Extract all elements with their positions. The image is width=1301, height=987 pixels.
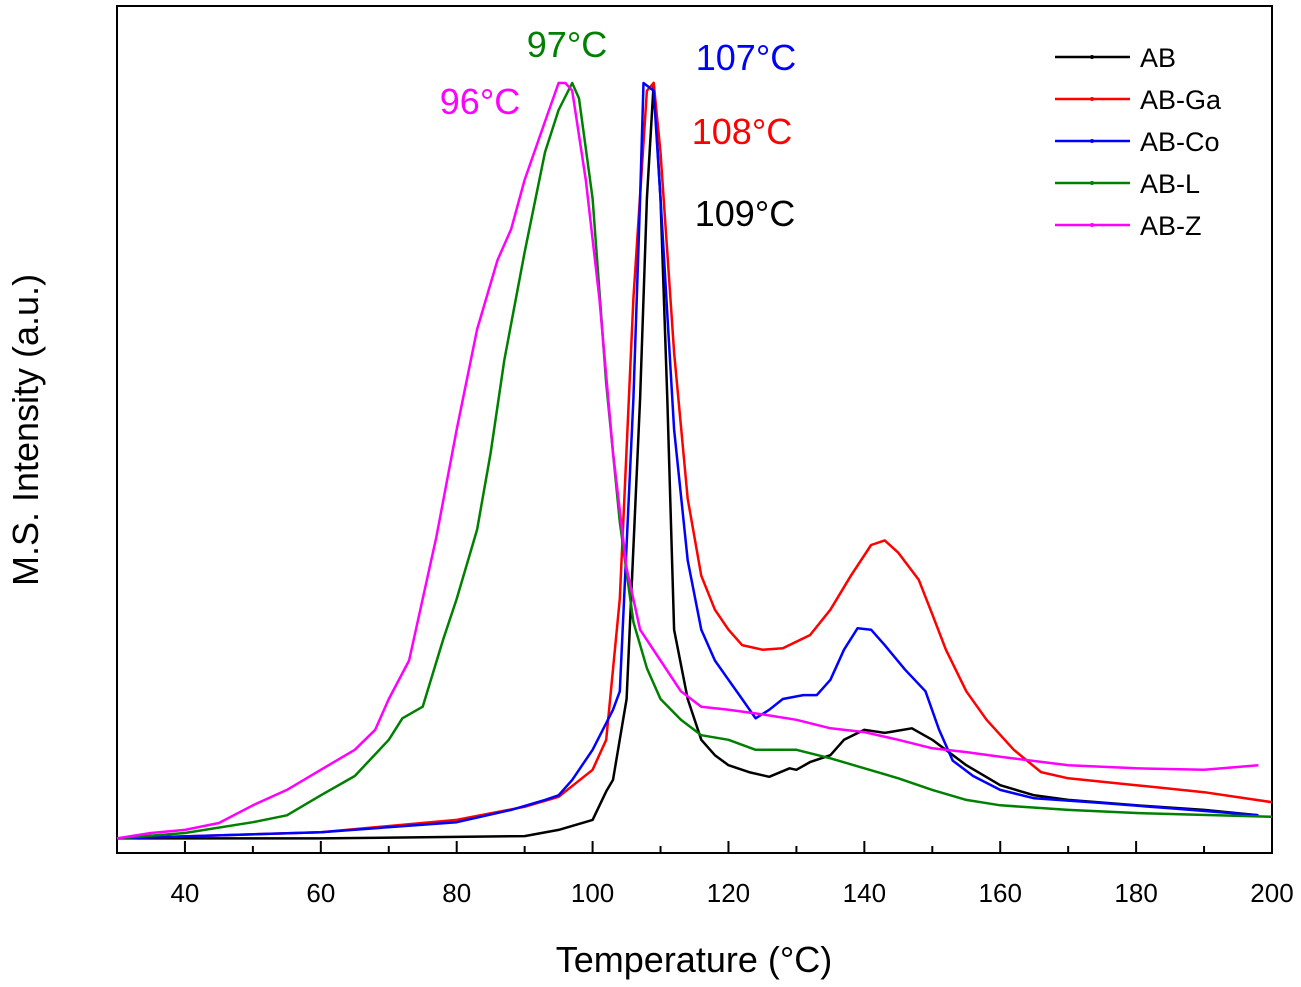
x-tick-label: 100 bbox=[571, 878, 614, 908]
x-tick-label: 160 bbox=[979, 878, 1022, 908]
y-axis-title: M.S. Intensity (a.u.) bbox=[5, 274, 46, 586]
legend-label: AB-Ga bbox=[1140, 85, 1222, 115]
x-tick-label: 140 bbox=[843, 878, 886, 908]
legend-label: AB-Z bbox=[1140, 211, 1202, 241]
series-line-ab-ga bbox=[116, 81, 1273, 840]
legend-marker bbox=[1090, 55, 1094, 59]
x-tick-label: 200 bbox=[1250, 878, 1293, 908]
x-axis-title: Temperature (°C) bbox=[556, 939, 832, 980]
x-tick-label: 60 bbox=[306, 878, 335, 908]
x-tick-label: 80 bbox=[442, 878, 471, 908]
x-tick-label: 120 bbox=[707, 878, 750, 908]
series-line-ab bbox=[117, 81, 1259, 840]
x-tick-label: 180 bbox=[1114, 878, 1157, 908]
peak-annotations: 97°C 107°C 96°C 108°C 109°C bbox=[440, 24, 796, 234]
series-lines bbox=[116, 81, 1273, 840]
x-axis-ticks: 40 60 80 100 120 140 160 180 200 bbox=[116, 841, 1294, 908]
series-line-ab-l bbox=[116, 81, 1273, 840]
legend-marker bbox=[1090, 139, 1094, 143]
peak-annotation: 96°C bbox=[440, 81, 520, 122]
peak-annotation: 109°C bbox=[695, 193, 795, 234]
x-tick-label: 40 bbox=[170, 878, 199, 908]
legend-marker bbox=[1090, 97, 1094, 101]
legend-marker bbox=[1090, 181, 1094, 185]
series-line-ab-z bbox=[116, 81, 1259, 840]
peak-annotation: 107°C bbox=[696, 37, 796, 78]
peak-annotation: 108°C bbox=[692, 111, 792, 152]
peak-annotation: 97°C bbox=[527, 24, 607, 65]
legend-marker bbox=[1090, 223, 1094, 227]
legend: AB AB-Ga AB-Co AB-L AB-Z bbox=[1055, 43, 1222, 241]
series-line-ab-co bbox=[116, 81, 1259, 840]
legend-label: AB-Co bbox=[1140, 127, 1220, 157]
plot-frame bbox=[116, 5, 1273, 854]
legend-label: AB bbox=[1140, 43, 1176, 73]
legend-label: AB-L bbox=[1140, 169, 1200, 199]
